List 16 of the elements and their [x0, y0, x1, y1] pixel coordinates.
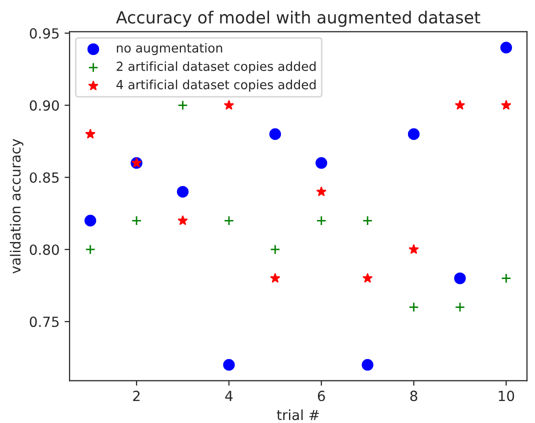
x-tick-label: 8	[410, 390, 418, 402]
y-tick-label: 0.80	[30, 244, 59, 255]
x-tick-label: 2	[133, 390, 140, 401]
y-tick-label: 0.90	[30, 100, 59, 111]
y-axis-title: validation accuracy	[10, 138, 24, 274]
x-tick-label: 4	[225, 390, 233, 401]
x-tick-label: 6	[318, 390, 325, 402]
chart-title: Accuracy of model with augmented dataset	[116, 10, 480, 27]
y-tick-label: 0.95	[30, 28, 59, 39]
y-tick-label: 0.75	[30, 316, 59, 328]
x-axis-title: trial #	[276, 409, 319, 420]
legend-label: 4 artificial dataset copies added	[116, 80, 316, 92]
y-tick-label: 0.85	[30, 172, 59, 183]
legend-label: 2 artificial dataset copies added	[116, 61, 316, 74]
legend-label: no augmentation	[116, 42, 222, 56]
x-tick-label: 10	[498, 390, 514, 402]
